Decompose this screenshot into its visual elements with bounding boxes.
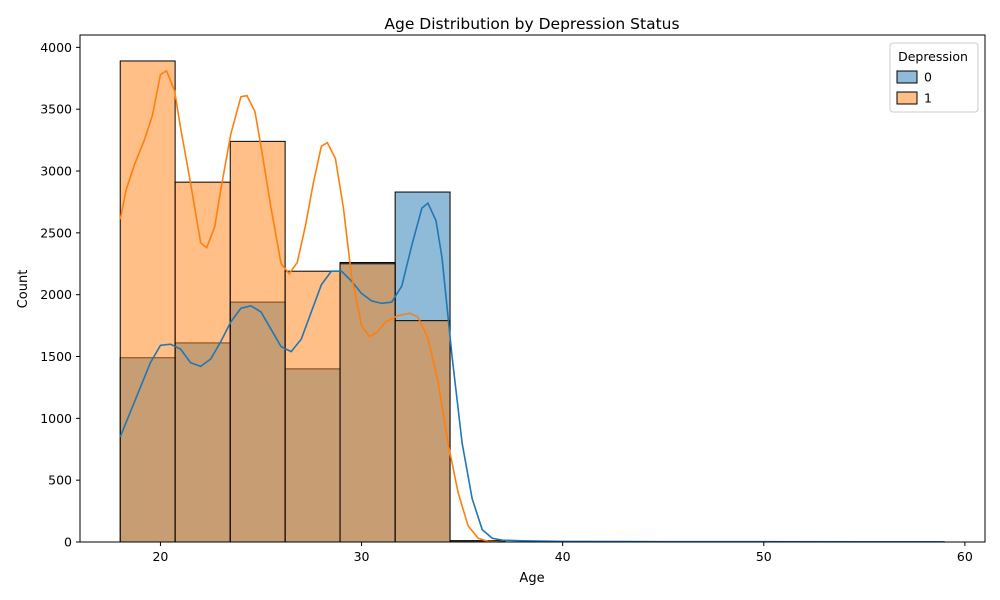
- axes-frame: [79, 34, 986, 543]
- y-tick-label: 3000: [40, 164, 72, 179]
- hist-bar-series-1: [339, 263, 396, 543]
- y-tick-label: 4000: [40, 40, 72, 55]
- legend-swatch-series-0: [896, 70, 918, 84]
- x-tick-label: 30: [354, 549, 370, 564]
- chart-title: Age Distribution by Depression Status: [384, 15, 679, 33]
- axis-ticks: 20 30 40 50 60 0 500 1000 1500 2000 2500 3000 3500 40…: [40, 40, 973, 564]
- y-tick-label: 1500: [40, 349, 72, 364]
- x-tick-label: 20: [152, 549, 168, 564]
- legend-label-series-0: 0: [924, 70, 932, 85]
- y-tick-label: 0: [64, 535, 72, 550]
- hist-bar-series-1: [284, 270, 341, 543]
- y-tick-label: 2500: [40, 225, 72, 240]
- legend: Depression 0 1: [889, 42, 979, 113]
- y-axis-label: Count: [16, 270, 31, 309]
- x-axis-label: Age: [519, 571, 544, 586]
- x-tick-label: 40: [555, 549, 571, 564]
- y-tick-label: 1000: [40, 411, 72, 426]
- hist-bar-series-1: [229, 140, 286, 543]
- hist-bar-series-1: [119, 60, 176, 543]
- plot-area: [119, 60, 945, 543]
- hist-bar-series-1: [394, 320, 451, 543]
- legend-label-series-1: 1: [924, 91, 932, 106]
- kde-line-series-1: [119, 69, 503, 543]
- legend-swatch-series-1: [896, 91, 918, 105]
- legend-title: Depression: [898, 49, 968, 64]
- x-tick-label: 50: [756, 549, 772, 564]
- y-tick-label: 2000: [40, 287, 72, 302]
- kde-line-series-0: [119, 201, 945, 543]
- x-tick-label: 60: [957, 549, 973, 564]
- y-tick-label: 500: [48, 473, 72, 488]
- y-tick-label: 3500: [40, 102, 72, 117]
- hist-bar-series-1: [174, 181, 231, 543]
